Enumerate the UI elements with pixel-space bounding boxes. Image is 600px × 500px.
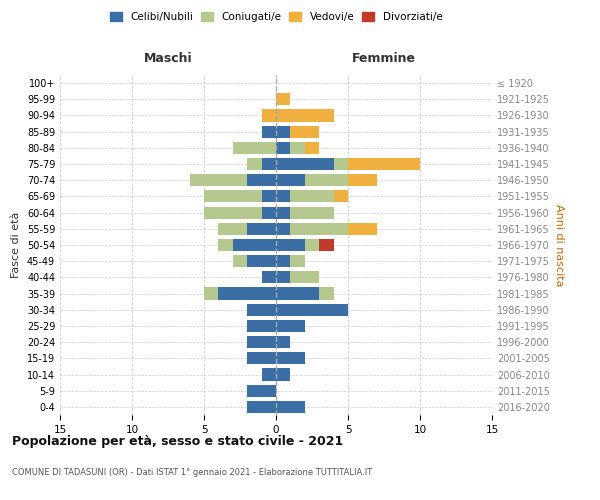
Bar [276, 368, 290, 380]
Bar [290, 142, 305, 154]
Bar [276, 110, 334, 122]
Bar [247, 320, 276, 332]
Bar [233, 255, 247, 268]
Bar [334, 190, 348, 202]
Bar [262, 272, 276, 283]
Bar [247, 352, 276, 364]
Bar [276, 320, 305, 332]
Bar [276, 336, 290, 348]
Bar [305, 174, 348, 186]
Bar [262, 110, 276, 122]
Bar [290, 222, 348, 235]
Bar [276, 272, 290, 283]
Bar [305, 142, 319, 154]
Bar [247, 255, 276, 268]
Bar [276, 288, 319, 300]
Bar [247, 222, 276, 235]
Bar [247, 384, 276, 397]
Bar [334, 158, 348, 170]
Bar [276, 304, 348, 316]
Text: Femmine: Femmine [352, 52, 416, 66]
Bar [290, 255, 305, 268]
Bar [233, 142, 276, 154]
Bar [305, 239, 319, 251]
Bar [290, 190, 334, 202]
Bar [276, 401, 305, 413]
Bar [348, 222, 377, 235]
Bar [262, 368, 276, 380]
Bar [276, 93, 290, 106]
Bar [247, 401, 276, 413]
Bar [204, 190, 262, 202]
Bar [348, 158, 420, 170]
Text: Maschi: Maschi [143, 52, 193, 66]
Bar [262, 190, 276, 202]
Bar [276, 158, 334, 170]
Bar [319, 239, 334, 251]
Bar [276, 174, 305, 186]
Bar [262, 158, 276, 170]
Bar [276, 239, 305, 251]
Bar [276, 142, 290, 154]
Bar [247, 336, 276, 348]
Bar [290, 206, 334, 218]
Bar [247, 174, 276, 186]
Bar [247, 158, 262, 170]
Bar [247, 304, 276, 316]
Bar [218, 239, 233, 251]
Bar [218, 222, 247, 235]
Text: Popolazione per età, sesso e stato civile - 2021: Popolazione per età, sesso e stato civil… [12, 435, 343, 448]
Bar [204, 206, 262, 218]
Bar [190, 174, 247, 186]
Text: COMUNE DI TADASUNI (OR) - Dati ISTAT 1° gennaio 2021 - Elaborazione TUTTITALIA.I: COMUNE DI TADASUNI (OR) - Dati ISTAT 1° … [12, 468, 372, 477]
Legend: Celibi/Nubili, Coniugati/e, Vedovi/e, Divorziati/e: Celibi/Nubili, Coniugati/e, Vedovi/e, Di… [107, 10, 445, 24]
Bar [290, 126, 319, 138]
Bar [218, 288, 276, 300]
Bar [204, 288, 218, 300]
Bar [262, 126, 276, 138]
Bar [276, 190, 290, 202]
Bar [348, 174, 377, 186]
Bar [319, 288, 334, 300]
Y-axis label: Anni di nascita: Anni di nascita [554, 204, 563, 286]
Bar [276, 255, 290, 268]
Y-axis label: Fasce di età: Fasce di età [11, 212, 21, 278]
Bar [290, 272, 319, 283]
Bar [276, 126, 290, 138]
Bar [276, 352, 305, 364]
Bar [276, 206, 290, 218]
Bar [233, 239, 276, 251]
Bar [262, 206, 276, 218]
Bar [276, 222, 290, 235]
